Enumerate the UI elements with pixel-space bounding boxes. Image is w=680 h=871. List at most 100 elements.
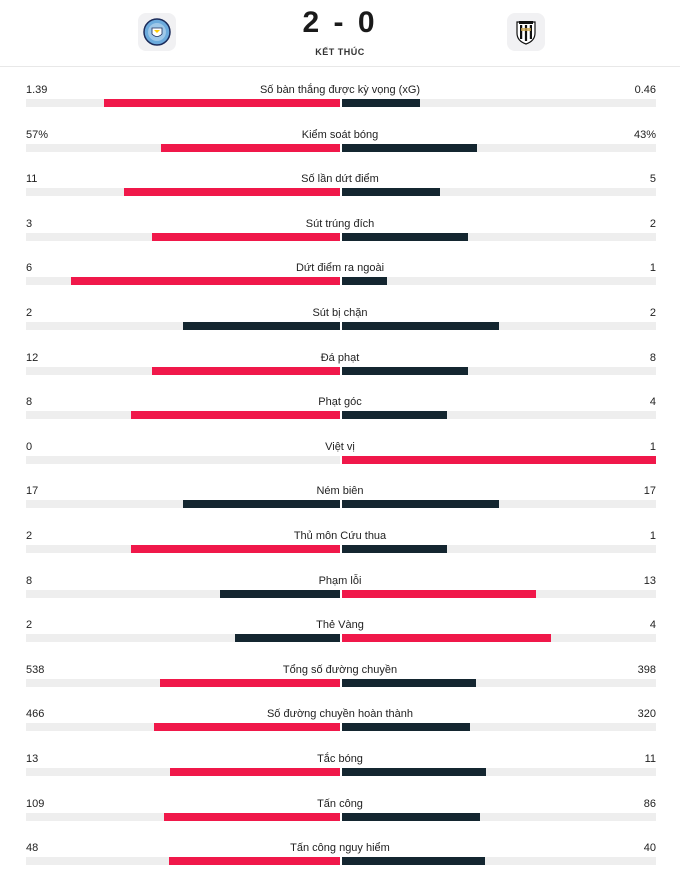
stat-home-track [26, 232, 340, 241]
stat-label: Ném biên [316, 485, 364, 498]
stat-row: 466 Số đường chuyền hoàn thành 320 [0, 691, 680, 736]
stat-away-bar [342, 232, 468, 241]
stat-home-value: 2 [26, 306, 33, 319]
stat-away-track [342, 812, 656, 821]
stat-home-bar [169, 767, 340, 776]
stat-row: 6 Dứt điểm ra ngoài 1 [0, 245, 680, 290]
stat-home-track [26, 188, 340, 197]
newcastle-crest-icon [516, 21, 536, 45]
stat-home-value: 11 [26, 173, 38, 186]
stat-home-value: 538 [26, 663, 45, 676]
stat-home-value: 2 [26, 529, 33, 542]
stat-away-bar [342, 366, 468, 375]
stat-away-bar [342, 455, 656, 464]
stat-home-track [26, 857, 340, 866]
stat-home-bar [104, 99, 340, 107]
stat-away-bar [342, 812, 481, 821]
stat-home-bar [168, 857, 340, 866]
stat-away-bar [342, 411, 447, 420]
stat-away-value: 2 [649, 217, 656, 230]
stat-label: Tắc bóng [317, 752, 363, 765]
stat-row: 2 Sút bị chặn 2 [0, 290, 680, 335]
stat-away-value: 43% [633, 128, 656, 141]
stat-away-track [342, 232, 656, 241]
away-team-crest[interactable] [507, 13, 545, 51]
stat-home-track [26, 544, 340, 553]
stat-home-track [26, 99, 340, 107]
stat-away-value: 8 [649, 351, 656, 364]
stat-away-bar [342, 321, 499, 330]
stat-away-value: 320 [637, 708, 656, 721]
stat-away-track [342, 455, 656, 464]
stat-label: Phạt góc [318, 396, 362, 409]
stat-away-value: 40 [643, 842, 656, 855]
stat-row: 17 Ném biên 17 [0, 468, 680, 513]
stat-away-track [342, 188, 656, 197]
stat-home-value: 0 [26, 440, 33, 453]
stat-away-track [342, 99, 656, 107]
stat-home-track [26, 723, 340, 732]
stat-label: Sút trúng đích [305, 217, 375, 230]
stat-label: Tấn công [317, 797, 363, 810]
stat-away-value: 4 [649, 396, 656, 409]
stat-home-value: 6 [26, 262, 33, 275]
stat-away-bar [342, 277, 387, 286]
stat-row: 13 Tắc bóng 11 [0, 736, 680, 781]
stat-home-track [26, 321, 340, 330]
stat-row: 48 Tấn công nguy hiểm 40 [0, 825, 680, 870]
stat-home-bar [153, 723, 340, 732]
match-stats-list: 1.39 Số bàn thắng được kỳ vọng (xG) 0.46 57… [0, 67, 680, 870]
stat-away-bar [342, 500, 499, 509]
stat-label: Sút bị chặn [312, 306, 368, 319]
stat-away-track [342, 589, 656, 598]
stat-away-track [342, 678, 656, 687]
manchester-city-crest-icon [143, 18, 171, 46]
stat-home-value: 13 [26, 752, 39, 765]
stat-label: Thủ môn Cứu thua [293, 529, 387, 542]
stat-home-value: 2 [26, 619, 33, 632]
stat-away-track [342, 143, 656, 152]
stat-home-bar [130, 411, 340, 420]
match-score: 2 - 0 [302, 6, 378, 39]
stat-home-bar [124, 188, 340, 197]
stat-away-bar [342, 99, 421, 107]
stat-home-bar [164, 812, 340, 821]
stat-home-track [26, 277, 340, 286]
stat-away-bar [342, 857, 485, 866]
stat-away-track [342, 411, 656, 420]
stat-away-bar [342, 544, 447, 553]
stat-home-track [26, 366, 340, 375]
stat-label: Tấn công nguy hiểm [290, 842, 390, 855]
stat-away-track [342, 544, 656, 553]
stat-home-track [26, 634, 340, 643]
stat-home-bar [183, 321, 340, 330]
stat-away-track [342, 767, 656, 776]
stat-home-bar [70, 277, 340, 286]
home-team-crest[interactable] [138, 13, 176, 51]
stat-home-value: 8 [26, 396, 33, 409]
stat-home-track [26, 767, 340, 776]
stat-away-value: 398 [637, 663, 656, 676]
stat-home-value: 466 [26, 708, 45, 721]
stat-label: Việt vị [325, 440, 355, 453]
stat-away-track [342, 857, 656, 866]
stat-home-track [26, 812, 340, 821]
stat-away-track [342, 321, 656, 330]
stat-home-bar [161, 143, 340, 152]
stat-away-value: 86 [643, 797, 656, 810]
stat-row: 2 Thủ môn Cứu thua 1 [0, 513, 680, 558]
stat-label: Số bàn thắng được kỳ vọng (xG) [259, 84, 421, 96]
stat-home-value: 17 [26, 485, 39, 498]
stat-away-track [342, 723, 656, 732]
stat-away-track [342, 277, 656, 286]
match-header: 2 - 0 KẾT THÚC [0, 0, 680, 67]
stat-away-value: 2 [649, 306, 656, 319]
stat-home-bar [235, 634, 340, 643]
stat-home-track [26, 143, 340, 152]
stat-row: 8 Phạt góc 4 [0, 379, 680, 424]
stat-home-bar [183, 500, 340, 509]
stat-away-track [342, 634, 656, 643]
stat-label: Số đường chuyền hoàn thành [266, 708, 414, 721]
stat-row: 538 Tổng số đường chuyền 398 [0, 647, 680, 692]
stat-row: 57% Kiểm soát bóng 43% [0, 112, 680, 157]
